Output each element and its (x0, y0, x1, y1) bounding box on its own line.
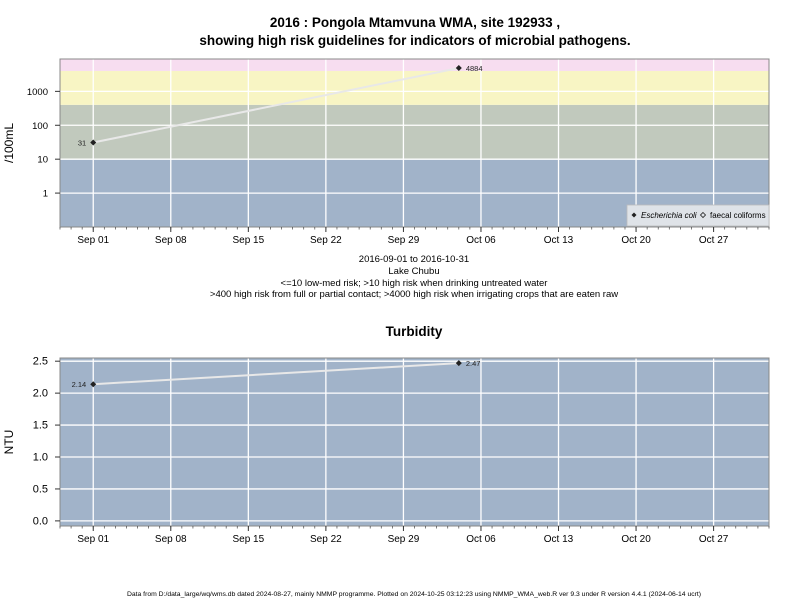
y-tick-label: 2.5 (33, 356, 48, 368)
data-point (455, 65, 462, 72)
data-label: 2.47 (466, 359, 481, 368)
risk-band-3 (60, 59, 769, 71)
main-title-line2: showing high risk guidelines for indicat… (199, 33, 630, 48)
caption-drinking-guideline: <=10 low-med risk; >10 high risk when dr… (281, 278, 548, 289)
data-label: 4884 (466, 64, 483, 73)
x-tick-label: Oct 20 (621, 235, 651, 246)
y-tick-label: 10 (37, 155, 48, 166)
x-tick-label: Sep 15 (232, 534, 264, 545)
x-tick-label: Sep 01 (77, 235, 109, 246)
y-axis: 0.0 0.5 1.0 1.5 2.0 2.5 (33, 356, 60, 527)
data-label: 2.14 (72, 380, 87, 389)
y-tick-label: 1 (43, 189, 48, 200)
x-tick-label: Oct 06 (466, 235, 496, 246)
x-tick-label: Sep 08 (155, 235, 187, 246)
microbial-chart-panel: 31 4884 Sep 01 Sep 08 Sep 15 Sep 22 Sep 29 Oct… (2, 58, 770, 246)
data-point (90, 139, 97, 146)
x-tick-label: Oct 27 (699, 534, 729, 545)
legend-marker-open-diamond (699, 211, 707, 219)
x-tick-label: Sep 01 (77, 534, 109, 545)
x-tick-label: Oct 20 (621, 534, 651, 545)
legend-entry-faecal-coliforms: faecal coliforms (710, 211, 766, 220)
plot-background (60, 358, 769, 526)
y-tick-label: 1.5 (33, 420, 48, 432)
y-tick-label: 1.0 (33, 452, 48, 464)
x-axis: Sep 01 Sep 08 Sep 15 Sep 22 Sep 29 Oct 06 Oct … (59, 227, 770, 246)
x-tick-label: Sep 22 (310, 534, 342, 545)
turbidity-title: Turbidity (386, 324, 443, 339)
data-series: 31 4884 (78, 64, 483, 148)
y-axis-label: NTU (2, 430, 16, 455)
x-tick-label: Oct 27 (699, 235, 729, 246)
y-tick-label: 2.0 (33, 388, 48, 400)
legend-marker-filled-diamond (631, 212, 637, 218)
legend-box (626, 204, 770, 227)
y-tick-label: 100 (32, 121, 48, 132)
turbidity-chart-panel: 2.14 2.47 Sep 01 Sep 08 Sep 15 Sep 22 Sep 29 O… (2, 356, 770, 545)
caption-contact-guideline: >400 high risk from full or partial cont… (210, 289, 618, 300)
data-series: 2.14 2.47 (72, 359, 481, 389)
grid-lines (60, 59, 769, 227)
caption-date-range: 2016-09-01 to 2016-10-31 (359, 254, 469, 265)
data-point (90, 381, 97, 388)
caption-site-name: Lake Chubu (388, 266, 439, 277)
x-tick-label: Sep 15 (232, 235, 264, 246)
series-line (93, 67, 460, 144)
y-tick-label: 0.0 (33, 515, 48, 527)
caption: 2016-09-01 to 2016-10-31 Lake Chubu <=10… (210, 254, 618, 300)
x-tick-label: Sep 29 (388, 235, 420, 246)
y-tick-label: 0.5 (33, 483, 48, 495)
series-line (93, 362, 459, 386)
y-tick-label: 1000 (27, 87, 48, 98)
x-axis: Sep 01 Sep 08 Sep 15 Sep 22 Sep 29 Oct 06 Oct … (59, 526, 770, 545)
data-point (455, 360, 462, 367)
main-title-line1: 2016 : Pongola Mtamvuna WMA, site 192933… (270, 15, 560, 30)
y-axis-label: /100mL (2, 123, 16, 163)
x-tick-label: Oct 06 (466, 534, 496, 545)
x-tick-label: Sep 22 (310, 235, 342, 246)
data-label: 31 (78, 139, 86, 148)
risk-bands (60, 59, 769, 227)
y-axis: 1 10 100 1000 (27, 87, 60, 200)
legend-entry-ecoli: Escherichia coli (641, 211, 697, 220)
risk-band-1 (60, 104, 769, 160)
x-tick-label: Sep 08 (155, 534, 187, 545)
legend: Escherichia coli faecal coliforms (626, 204, 770, 227)
grid-lines (60, 358, 769, 526)
footer-note: Data from D:/data_large/wq/wms.db dated … (127, 591, 701, 598)
x-tick-label: Oct 13 (544, 534, 574, 545)
x-tick-label: Oct 13 (544, 235, 574, 246)
x-tick-label: Sep 29 (388, 534, 420, 545)
